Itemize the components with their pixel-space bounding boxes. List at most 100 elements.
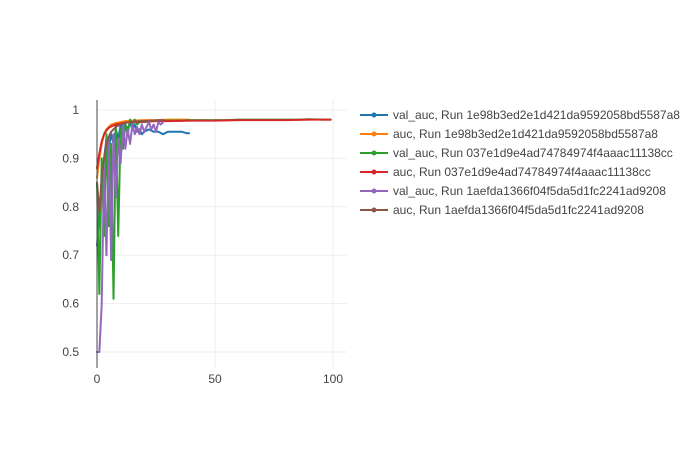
legend-swatch-marker [371, 188, 377, 194]
data-point [100, 302, 103, 305]
data-point [176, 130, 179, 133]
data-point [110, 125, 113, 128]
data-point [181, 130, 183, 133]
data-point [159, 123, 162, 126]
data-point [140, 133, 143, 136]
data-point [114, 123, 117, 126]
data-point [110, 130, 113, 133]
data-point [152, 130, 155, 133]
legend-swatch-marker [371, 131, 377, 137]
data-point [117, 138, 120, 140]
data-point [157, 119, 160, 122]
data-point [119, 128, 122, 131]
data-point [162, 121, 164, 123]
data-point [155, 130, 157, 133]
data-point [150, 128, 153, 131]
grid-layer [96, 100, 347, 368]
data-point [129, 121, 131, 123]
legend-swatch-marker [371, 112, 377, 118]
y-tick-label: 0.7 [62, 248, 79, 262]
data-point [107, 127, 110, 129]
series-layer [96, 118, 332, 353]
data-point [157, 121, 160, 123]
axis-layer: 0.5 0.6 0.7 0.8 0.9 1 0 50 100 [62, 100, 343, 386]
data-point [105, 142, 108, 145]
data-point [117, 234, 120, 237]
legend-label: auc, Run 1aefda1366f04f5da5d1fc2241ad920… [393, 203, 644, 217]
data-point [133, 123, 136, 126]
data-point [119, 162, 122, 165]
y-tick-label: 1 [72, 103, 79, 117]
data-point [105, 133, 108, 136]
data-point [136, 126, 139, 128]
data-point [188, 132, 190, 135]
data-point [308, 118, 311, 121]
data-point [133, 133, 136, 136]
data-point [138, 120, 141, 123]
data-point [112, 133, 115, 136]
data-point [119, 123, 122, 126]
legend-swatch-marker [371, 169, 377, 175]
data-point [124, 147, 127, 150]
data-point [103, 133, 105, 136]
data-point [152, 119, 155, 122]
legend-item[interactable]: val_auc, Run 037e1d9e4ad74784974f4aaac11… [360, 146, 673, 160]
data-point [166, 130, 169, 133]
legend-swatch-marker [371, 207, 377, 213]
x-tick-label: 50 [208, 372, 222, 386]
data-point [133, 120, 136, 123]
data-point [98, 351, 101, 353]
data-point [133, 118, 136, 121]
data-point [129, 142, 131, 145]
y-tick-label: 0.5 [62, 345, 79, 359]
legend-label: val_auc, Run 1aefda1366f04f5da5d1fc2241a… [393, 184, 666, 198]
data-point [148, 128, 150, 131]
legend-label: auc, Run 037e1d9e4ad74784974f4aaac11138c… [393, 165, 651, 179]
legend-item[interactable]: auc, Run 1e98b3ed2e1d421da9592058bd5587a… [360, 127, 658, 141]
data-point [152, 123, 155, 126]
data-point [129, 118, 131, 121]
y-tick-label: 0.8 [62, 200, 79, 214]
data-point [107, 225, 110, 228]
data-point [105, 129, 108, 132]
series-group [96, 118, 332, 300]
data-point [329, 118, 332, 121]
data-point [98, 293, 101, 295]
legend-item[interactable]: auc, Run 1aefda1366f04f5da5d1fc2241ad920… [360, 203, 644, 217]
data-point [110, 259, 113, 261]
data-point [143, 130, 146, 133]
data-point [100, 140, 103, 143]
data-point [190, 119, 193, 122]
data-point [284, 119, 287, 122]
data-point [261, 119, 264, 122]
data-point [112, 124, 115, 127]
data-point [138, 133, 141, 136]
data-point [148, 119, 150, 122]
data-point [214, 119, 216, 122]
data-point [162, 133, 164, 136]
data-point [114, 126, 117, 128]
data-point [100, 176, 103, 179]
data-point [110, 123, 113, 126]
legend-label: auc, Run 1e98b3ed2e1d421da9592058bd5587a… [393, 127, 658, 141]
legend-item[interactable]: auc, Run 037e1d9e4ad74784974f4aaac11138c… [360, 165, 651, 179]
data-point [112, 297, 115, 300]
legend-item[interactable]: val_auc, Run 1e98b3ed2e1d421da9592058bd5… [360, 108, 680, 122]
legend-item[interactable]: val_auc, Run 1aefda1366f04f5da5d1fc2241a… [360, 184, 666, 198]
x-tick-label: 0 [94, 372, 101, 386]
data-point [114, 196, 117, 199]
data-point [107, 135, 110, 138]
y-tick-label: 0.6 [62, 297, 79, 311]
data-point [143, 120, 146, 123]
data-point [105, 254, 108, 257]
data-point [100, 157, 103, 160]
legend[interactable]: val_auc, Run 1e98b3ed2e1d421da9592058bd5… [360, 108, 680, 217]
data-point [171, 130, 174, 133]
y-tick-label: 0.9 [62, 151, 79, 165]
data-point [185, 132, 188, 135]
data-point [140, 123, 143, 126]
data-point [136, 123, 139, 126]
data-point [98, 152, 101, 155]
